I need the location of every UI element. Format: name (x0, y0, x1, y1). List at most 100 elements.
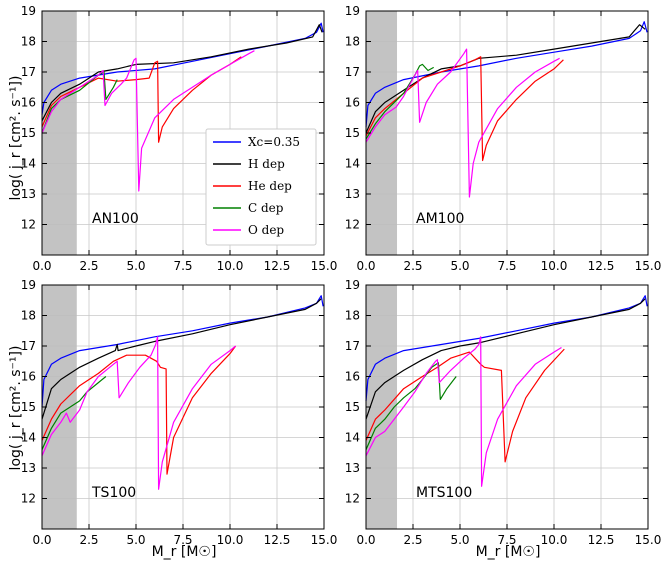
legend-label: O dep (248, 223, 284, 237)
x-tick-label: 7.5 (173, 533, 192, 547)
series-group-an100 (41, 22, 324, 192)
series-line-he-dep-am100 (365, 56, 564, 162)
shade-region-an100 (42, 11, 77, 255)
grid-am100 (365, 10, 649, 255)
ytick-labels-am100: 12 13 14 15 16 17 18 19 (345, 4, 360, 232)
y-tick-label: 18 (21, 309, 36, 323)
y-tick-label: 19 (345, 4, 360, 18)
x-tick-label: 15.0 (311, 533, 338, 547)
grid-mts100 (365, 284, 649, 529)
y-tick-label: 18 (21, 35, 36, 49)
y-tick-label: 15 (345, 400, 360, 414)
y-tick-label: 12 (21, 492, 36, 506)
y-tick-label: 12 (345, 218, 360, 232)
series-line-c-dep-mts100 (365, 362, 457, 450)
y-tick-label: 13 (21, 461, 36, 475)
x-tick-label: 7.5 (173, 259, 192, 273)
y-tick-label: 16 (21, 96, 36, 110)
series-line-o-dep-ts100 (41, 336, 236, 490)
xtick-labels-mts100: 0.0 2.5 5.0 7.5 10.0 12.5 15.0 (356, 533, 661, 547)
x-tick-label: 2.5 (79, 259, 98, 273)
panel-an100: 0.0 2.5 5.0 7.5 10.0 12.5 15.0 121314151617181… (21, 4, 338, 273)
x-axis-label-left: M_r [M☉] (152, 544, 217, 560)
y-tick-label: 17 (345, 65, 360, 79)
x-tick-label: 10.0 (217, 259, 244, 273)
x-tick-label: 5.0 (126, 533, 145, 547)
series-line-he-dep-ts100 (41, 345, 237, 475)
series-line-he-dep-an100 (41, 56, 242, 143)
series-line-h-dep-mts100 (365, 298, 646, 420)
y-tick-label: 13 (345, 461, 360, 475)
y-tick-label: 16 (21, 370, 36, 384)
ytick-labels-an100: 12 13 14 15 16 17 18 19 (21, 4, 36, 232)
legend-label: H dep (248, 157, 285, 171)
ticks-ts100 (41, 284, 325, 529)
series-line-xc-0-35-am100 (365, 21, 648, 127)
y-tick-label: 19 (345, 278, 360, 292)
panel-label-am100: AM100 (416, 211, 464, 227)
y-axis-label-top: log( j_r [cm². s⁻¹]) (8, 76, 24, 201)
y-tick-label: 19 (21, 278, 36, 292)
x-tick-label: 0.0 (356, 259, 375, 273)
x-tick-label: 12.5 (588, 259, 615, 273)
panel-ts100: 0.0 2.5 5.0 7.5 10.0 12.5 15.0 121314151617181… (21, 278, 338, 547)
series-group-ts100 (41, 295, 324, 490)
x-tick-label: 7.5 (497, 259, 516, 273)
series-line-o-dep-mts100 (365, 336, 562, 487)
legend: Xc=0.35 H dep He dep C dep O dep (205, 128, 317, 246)
x-tick-label: 15.0 (635, 533, 662, 547)
xtick-labels-an100: 0.0 2.5 5.0 7.5 10.0 12.5 15.0 (32, 259, 337, 273)
y-tick-label: 16 (345, 96, 360, 110)
x-axis-label-right: M_r [M☉] (476, 544, 541, 560)
y-tick-label: 14 (21, 157, 36, 171)
x-tick-label: 10.0 (541, 533, 568, 547)
x-tick-label: 0.0 (32, 533, 51, 547)
y-tick-label: 12 (345, 492, 360, 506)
x-tick-label: 5.0 (126, 259, 145, 273)
y-tick-label: 14 (345, 157, 360, 171)
xtick-labels-am100: 0.0 2.5 5.0 7.5 10.0 12.5 15.0 (356, 259, 661, 273)
grid-ts100 (41, 284, 325, 529)
ticks-an100 (41, 10, 325, 255)
panel-am100: 0.0 2.5 5.0 7.5 10.0 12.5 15.0 121314151617181… (345, 4, 662, 273)
legend-label: C dep (248, 201, 284, 215)
x-tick-label: 10.0 (217, 533, 244, 547)
panel-label-mts100: MTS100 (416, 485, 472, 501)
x-tick-label: 2.5 (79, 533, 98, 547)
panel-label-ts100: TS100 (91, 485, 136, 501)
ytick-labels-mts100: 12 13 14 15 16 17 18 19 (345, 278, 360, 506)
y-tick-label: 15 (345, 126, 360, 140)
x-tick-label: 2.5 (403, 533, 422, 547)
legend-label: Xc=0.35 (248, 135, 300, 149)
legend-label: He dep (248, 179, 292, 193)
y-tick-label: 14 (345, 431, 360, 445)
y-tick-label: 18 (345, 309, 360, 323)
ticks-mts100 (365, 284, 649, 529)
x-tick-label: 12.5 (588, 533, 615, 547)
legend-box (205, 128, 317, 246)
series-group-mts100 (365, 295, 648, 487)
x-tick-label: 7.5 (497, 533, 516, 547)
series-line-xc-0-35-an100 (41, 22, 324, 115)
y-axis-label-bottom: log( j_r [cm². s⁻¹]) (8, 346, 24, 471)
x-tick-label: 2.5 (403, 259, 422, 273)
x-tick-label: 5.0 (450, 259, 469, 273)
series-line-h-dep-ts100 (41, 298, 322, 420)
panel-mts100: 0.0 2.5 5.0 7.5 10.0 12.5 15.0 121314151617181… (345, 278, 662, 547)
y-tick-label: 17 (21, 65, 36, 79)
ticks-am100 (365, 10, 649, 255)
y-tick-label: 13 (21, 187, 36, 201)
y-tick-label: 17 (345, 339, 360, 353)
x-tick-label: 5.0 (450, 533, 469, 547)
ytick-labels-ts100: 12 13 14 15 16 17 18 19 (21, 278, 36, 506)
x-tick-label: 12.5 (264, 533, 291, 547)
shade-region-mts100 (366, 285, 398, 529)
series-line-c-dep-ts100 (41, 376, 107, 450)
y-tick-label: 14 (21, 431, 36, 445)
x-tick-label: 15.0 (311, 259, 338, 273)
series-line-h-dep-an100 (41, 24, 323, 122)
y-tick-label: 13 (345, 187, 360, 201)
series-line-xc-0-35-ts100 (41, 295, 324, 408)
y-tick-label: 16 (345, 370, 360, 384)
series-line-o-dep-am100 (365, 48, 560, 198)
